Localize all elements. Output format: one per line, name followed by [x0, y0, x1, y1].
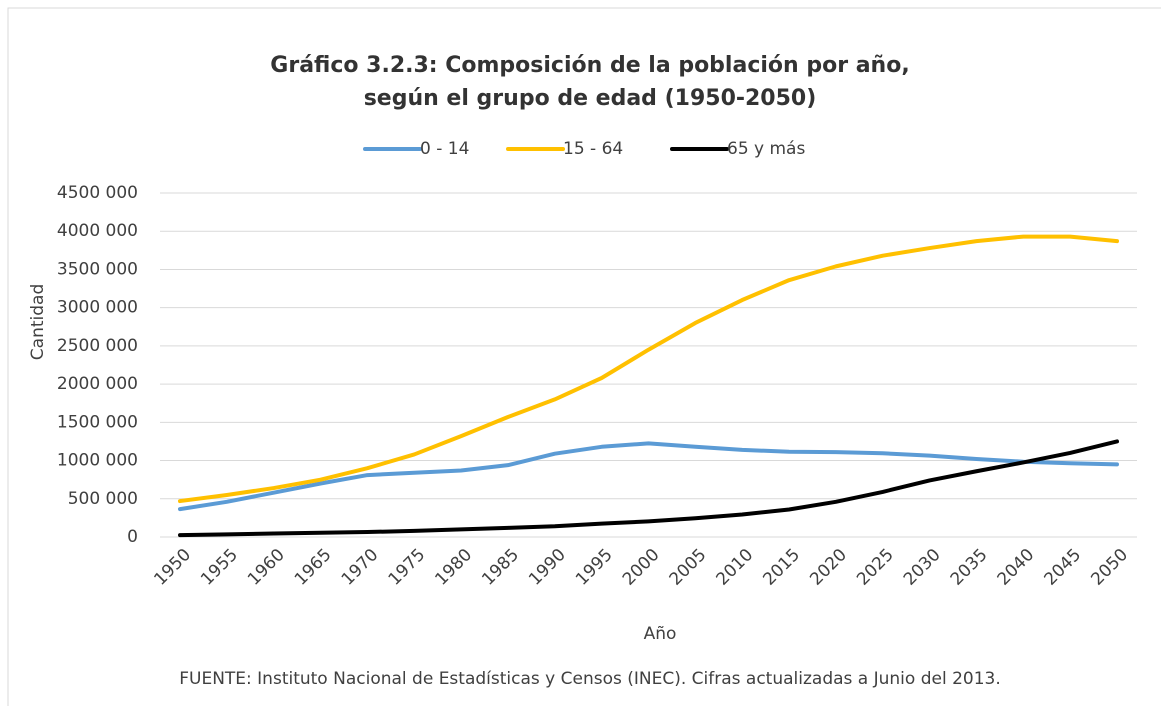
- x-tick-label: 2005: [666, 545, 711, 590]
- legend-label: 0 - 14: [420, 139, 469, 159]
- x-tick-label: 2025: [853, 545, 898, 590]
- y-tick-label: 4000 000: [57, 221, 138, 241]
- x-tick-label: 1960: [244, 545, 289, 590]
- x-tick-label: 2045: [1040, 545, 1085, 590]
- chart-title: Gráfico 3.2.3: Composición de la poblaci…: [270, 53, 909, 78]
- y-tick-label: 2500 000: [57, 336, 138, 356]
- y-axis-label: Cantidad: [28, 284, 48, 360]
- source-note: FUENTE: Instituto Nacional de Estadístic…: [179, 669, 1001, 689]
- chart-title: según el grupo de edad (1950-2050): [364, 86, 817, 111]
- x-tick-label: 2050: [1087, 545, 1132, 590]
- y-tick-label: 1000 000: [57, 451, 138, 471]
- y-tick-label: 1500 000: [57, 412, 138, 432]
- y-tick-label: 500 000: [68, 489, 138, 509]
- x-tick-label: 1980: [431, 545, 476, 590]
- legend-label: 15 - 64: [563, 139, 623, 159]
- x-tick-label: 1975: [385, 545, 430, 590]
- x-tick-label: 1970: [338, 545, 383, 590]
- x-tick-label: 2015: [759, 545, 804, 590]
- y-tick-label: 3500 000: [57, 259, 138, 279]
- x-tick-label: 2010: [713, 545, 758, 590]
- x-tick-label: 2030: [900, 545, 945, 590]
- chart-border: [7, 7, 1161, 706]
- series-line: [178, 439, 1119, 538]
- series-line: [178, 234, 1119, 504]
- y-tick-label: 3000 000: [57, 298, 138, 318]
- y-tick-label: 2000 000: [57, 374, 138, 394]
- x-axis-label: Año: [644, 624, 677, 644]
- x-tick-label: 1990: [525, 545, 570, 590]
- x-tick-label: 2000: [619, 545, 664, 590]
- x-tick-label: 2020: [806, 545, 851, 590]
- x-tick-label: 1950: [150, 545, 195, 590]
- y-tick-label: 4500 000: [57, 183, 138, 203]
- y-tick-label: 0: [127, 527, 138, 547]
- x-tick-label: 1955: [197, 545, 242, 590]
- x-tick-label: 1965: [291, 545, 336, 590]
- legend-label: 65 y más: [727, 139, 805, 159]
- x-tick-label: 2035: [947, 545, 992, 590]
- x-tick-label: 1995: [572, 545, 617, 590]
- series-line: [178, 441, 1119, 512]
- x-tick-label: 2040: [994, 545, 1039, 590]
- x-tick-label: 1985: [478, 545, 523, 590]
